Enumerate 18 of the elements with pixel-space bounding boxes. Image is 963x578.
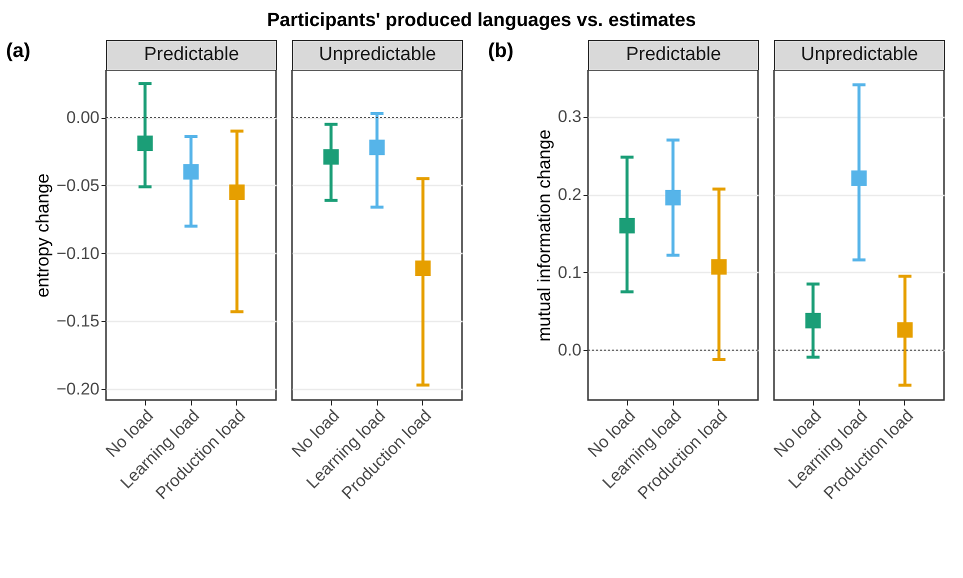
chart-title: Unpredictable: [774, 40, 945, 70]
y-tick-label: −0.20: [56, 380, 100, 399]
chart-title: Unpredictable: [292, 40, 463, 70]
y-tick-label: 0.00: [66, 108, 100, 128]
text: (a): [6, 40, 30, 63]
y-tick-label: 0.1: [558, 262, 582, 282]
y-tick-label: 0.0: [558, 340, 582, 360]
chart-title: Predictable: [588, 40, 759, 70]
y-tick-label: −0.10: [56, 244, 100, 263]
chart-title: Predictable: [106, 40, 277, 70]
y-tick-label: 0.2: [558, 185, 582, 204]
text: (b): [488, 40, 514, 63]
y-axis-title: mutual information change: [534, 129, 554, 342]
y-tick-label: 0.3: [558, 107, 582, 126]
text: Participants' produced languages vs. estimates: [266, 10, 697, 33]
y-axis-title: entropy change: [32, 173, 52, 298]
y-tick-label: −0.05: [56, 176, 100, 195]
y-tick-label: −0.15: [56, 312, 100, 331]
